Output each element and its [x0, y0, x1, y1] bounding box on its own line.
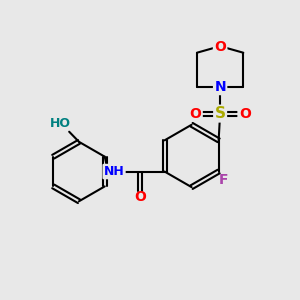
Text: S: S [214, 106, 226, 121]
Text: HO: HO [50, 117, 71, 130]
Text: NH: NH [104, 165, 124, 178]
Text: O: O [134, 190, 146, 204]
Text: O: O [190, 106, 201, 121]
Text: F: F [218, 173, 228, 187]
Text: N: N [214, 80, 226, 94]
Text: O: O [214, 40, 226, 54]
Text: O: O [239, 106, 251, 121]
